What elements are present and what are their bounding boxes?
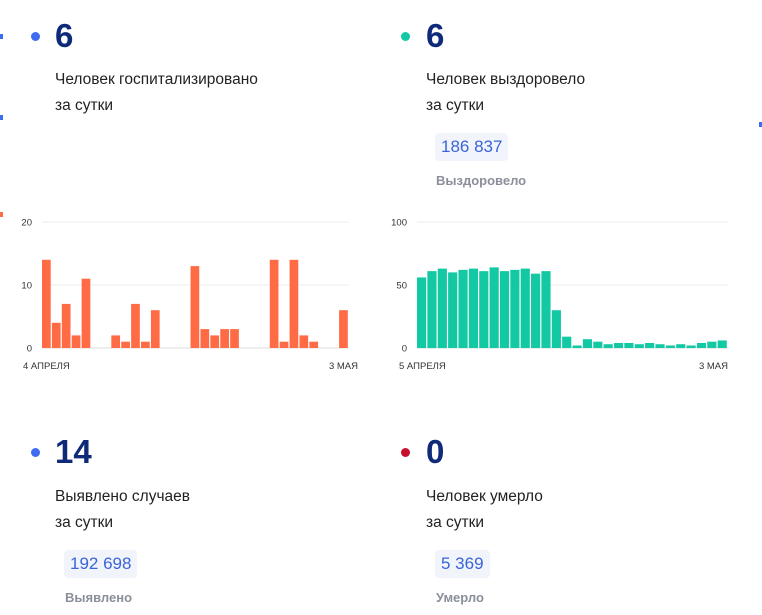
detected-caption-line2: за сутки [55, 514, 114, 531]
recovered-bar [489, 267, 499, 348]
detected-caption-line1: Выявлено случаев [55, 488, 190, 505]
recovered-bar [686, 345, 696, 348]
recovered-bar [572, 345, 582, 348]
recovered-bar [458, 269, 468, 348]
recovered-total-label: Выздоровело [436, 173, 527, 188]
recovered-bar [582, 339, 593, 348]
recovered-y-tick-label: 100 [391, 218, 407, 229]
hospitalized-caption: Человек госпитализировано за сутки [55, 67, 258, 119]
died-count: 0 [426, 433, 445, 470]
died-caption: Человек умерло за сутки [426, 484, 543, 536]
recovered-bar [479, 271, 489, 348]
recovered-bar [541, 271, 551, 348]
died-caption-line2: за сутки [426, 514, 485, 531]
hospitalized-y-tick-label: 10 [21, 281, 32, 292]
detected-total-label: Выявлено [65, 590, 133, 605]
recovered-bar [696, 342, 707, 348]
died-caption-line1: Человек умерло [426, 488, 543, 505]
recovered-bar [603, 344, 613, 348]
hospitalized-bar [299, 335, 309, 348]
recovered-x-start-label: 5 АПРЕЛЯ [399, 361, 446, 372]
recovered-bar [634, 344, 644, 348]
hospitalized-x-end-label: 3 МАЯ [329, 361, 358, 372]
recovered-bar [655, 344, 665, 348]
recovered-count: 6 [426, 17, 445, 54]
detected-total: 192 698 [64, 550, 138, 578]
recovered-bar [717, 340, 727, 348]
hospitalized-bar [210, 335, 220, 348]
hospitalized-y-tick-label: 0 [27, 344, 32, 355]
recovered-bar [437, 268, 447, 348]
hospitalized-bar [220, 329, 229, 348]
detected-dot [31, 448, 40, 457]
recovered-dot [401, 32, 410, 41]
hospitalized-bar [71, 335, 81, 348]
died-dot [401, 448, 410, 457]
recovered-x-end-label: 3 МАЯ [699, 361, 728, 372]
hospitalized-caption-line2: за сутки [55, 97, 114, 114]
hospitalized-count: 6 [55, 17, 74, 54]
hospitalized-bar [141, 341, 150, 348]
recovered-total: 186 837 [435, 133, 509, 161]
edge-mark [0, 34, 3, 39]
recovered-y-tick-label: 0 [402, 344, 407, 355]
recovered-bar [645, 342, 655, 348]
recovered-bar [613, 342, 624, 348]
died-total-label: Умерло [436, 590, 484, 605]
recovered-bar [707, 341, 717, 348]
edge-mark [759, 122, 762, 127]
recovered-bar [417, 277, 427, 348]
recovered-bar [551, 310, 561, 348]
recovered-caption-line2: за сутки [426, 97, 485, 114]
hospitalized-caption-line1: Человек госпитализировано [55, 71, 258, 88]
hospitalized-bar [279, 341, 289, 348]
recovered-bar [520, 268, 530, 348]
recovered-bar [499, 271, 510, 348]
recovered-bar [448, 272, 458, 348]
hospitalized-dot [31, 32, 40, 41]
hospitalized-bar [289, 259, 299, 348]
recovered-bar [427, 271, 437, 348]
hospitalized-bar [42, 259, 51, 348]
hospitalized-bar [111, 335, 121, 348]
hospitalized-bar [190, 266, 200, 348]
hospitalized-chart: 0 10 20 4 АПРЕЛЯ 3 МАЯ [21, 218, 358, 373]
hospitalized-y-tick-label: 20 [21, 218, 32, 229]
hospitalized-bar [81, 278, 91, 348]
hospitalized-bar [269, 259, 279, 348]
hospitalized-bar [61, 303, 71, 348]
hospitalized-x-start-label: 4 АПРЕЛЯ [23, 361, 70, 372]
hospitalized-bar [200, 329, 210, 348]
edge-mark [0, 115, 3, 120]
recovered-bar [665, 345, 675, 348]
recovered-caption: Человек выздоровело за сутки [426, 67, 585, 119]
detected-count: 14 [55, 433, 92, 470]
detected-caption: Выявлено случаев за сутки [55, 484, 190, 536]
recovered-bar [562, 336, 572, 348]
recovered-bar [531, 273, 541, 348]
hospitalized-bar [121, 341, 130, 348]
hospitalized-bar [150, 310, 160, 348]
recovered-y-tick-label: 50 [396, 281, 407, 292]
recovered-bar [593, 341, 603, 348]
hospitalized-bar [131, 303, 140, 348]
hospitalized-bar [230, 329, 239, 348]
died-total: 5 369 [435, 550, 490, 578]
recovered-chart: 0 50 100 5 АПРЕЛЯ 3 МАЯ [391, 218, 728, 373]
recovered-bar [676, 344, 686, 348]
recovered-bar [468, 268, 478, 348]
recovered-caption-line1: Человек выздоровело [426, 71, 586, 88]
hospitalized-bar [339, 310, 348, 348]
edge-mark [0, 212, 3, 217]
recovered-bar [624, 342, 634, 348]
hospitalized-bar [309, 341, 319, 348]
hospitalized-bar [51, 322, 61, 348]
recovered-bar [510, 269, 520, 348]
